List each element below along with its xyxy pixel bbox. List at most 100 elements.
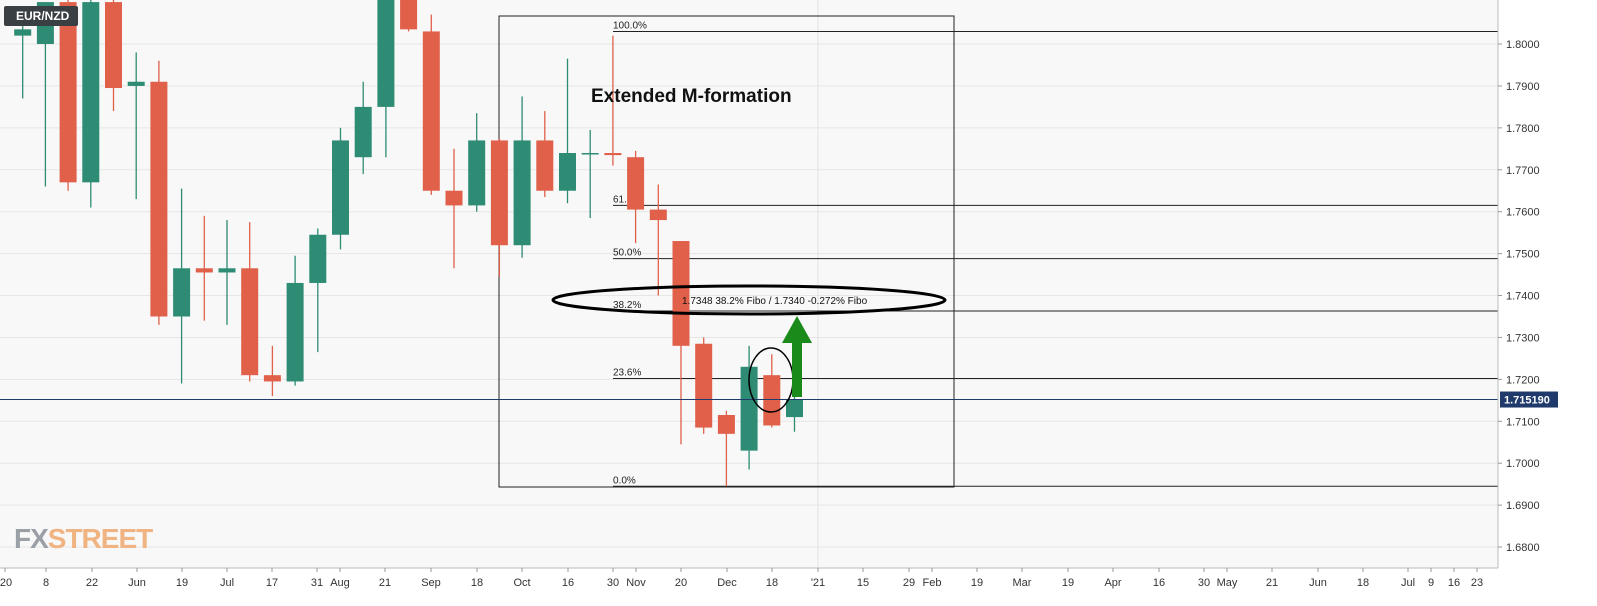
x-tick-label: Jul <box>1401 577 1415 589</box>
fxstreet-watermark: FXSTREET <box>14 523 153 554</box>
x-tick-label: 23 <box>1471 577 1483 589</box>
fibo-level-label: 38.2% <box>613 300 641 311</box>
candle-body <box>82 2 100 183</box>
candle-body <box>786 399 803 418</box>
candle-body <box>604 153 622 156</box>
candle-body <box>559 153 576 191</box>
fibo-level-label: 100.0% <box>613 20 647 31</box>
candle-body <box>354 106 372 158</box>
y-tick-label: 1.6900 <box>1506 500 1540 512</box>
candle-body <box>105 2 122 89</box>
candle-body <box>763 375 781 426</box>
x-tick-label: 19 <box>971 577 983 589</box>
x-tick-label: 22 <box>86 577 98 589</box>
x-tick-label: 15 <box>857 577 869 589</box>
candle-body <box>740 366 758 451</box>
candle-body <box>513 140 531 246</box>
symbol-tag-label: EUR/NZD <box>16 9 70 23</box>
candle-body <box>422 31 440 191</box>
candle-body <box>490 140 508 246</box>
fibo-level-label: 0.0% <box>613 475 636 486</box>
x-tick-label: 30 <box>607 577 619 589</box>
x-tick-label: 17 <box>266 577 278 589</box>
current-price-label: 1.715190 <box>1504 395 1550 407</box>
x-tick-label: Jun <box>1309 577 1327 589</box>
y-tick-label: 1.6800 <box>1506 542 1540 554</box>
x-tick-label: Jul <box>220 577 234 589</box>
symbol-tag-group: EUR/NZD <box>4 6 78 26</box>
x-tick-label: Apr <box>1104 577 1121 589</box>
candle-body <box>263 375 281 382</box>
x-tick-label: 9 <box>1428 577 1434 589</box>
x-tick-label: 21 <box>379 577 391 589</box>
x-tick-label: 18 <box>766 577 778 589</box>
y-tick-label: 1.7300 <box>1506 332 1540 344</box>
y-tick-label: 1.7700 <box>1506 165 1540 177</box>
y-tick-label: 1.7200 <box>1506 374 1540 386</box>
x-tick-label: 16 <box>1448 577 1460 589</box>
y-tick-label: 1.7600 <box>1506 207 1540 219</box>
candle-body <box>195 268 213 273</box>
time-axis-area <box>0 568 1498 606</box>
candle-body <box>286 282 304 382</box>
y-tick-label: 1.7100 <box>1506 416 1540 428</box>
fibo-ellipse <box>551 284 947 316</box>
x-tick-label: 18 <box>471 577 483 589</box>
y-tick-label: 1.7400 <box>1506 291 1540 303</box>
y-tick-label: 1.7900 <box>1506 81 1540 93</box>
x-tick-label: May <box>1217 577 1238 589</box>
extended-m-formation-title: Extended M-formation <box>591 86 792 107</box>
watermark-group: FXSTREET <box>14 523 154 554</box>
y-axis: 1.8000 1.7900 1.7800 1.7700 1.7600 1.7500 1.74… <box>1497 0 1540 568</box>
x-tick-label: Dec <box>717 577 737 589</box>
x-tick-label: Feb <box>923 577 942 589</box>
current-price-badge <box>1500 391 1558 408</box>
green-up-arrow <box>782 316 812 397</box>
x-tick-label: 16 <box>562 577 574 589</box>
candle-body <box>581 153 599 155</box>
x-tick-label: Mar <box>1013 577 1032 589</box>
y-tick-label: 1.8000 <box>1506 39 1540 51</box>
candle-body <box>468 140 486 206</box>
candle-body <box>14 29 32 36</box>
candle-body <box>627 157 645 210</box>
symbol-tag-bg <box>4 6 78 26</box>
x-tick-label: 18 <box>1357 577 1369 589</box>
annotations-group: Extended M-formation 1.7348 38.2% Fibo / … <box>551 86 947 413</box>
x-tick-label: Jun <box>128 577 146 589</box>
x-tick-label: 31 <box>311 577 323 589</box>
x-tick-label: Sep <box>421 577 441 589</box>
candle-body <box>241 268 259 376</box>
x-tick-label: Aug <box>330 577 350 589</box>
y-tick-label: 1.7800 <box>1506 123 1540 135</box>
fibo-note-text: 1.7348 38.2% Fibo / 1.7340 -0.272% Fibo <box>682 296 868 307</box>
candle-body <box>717 414 735 434</box>
candle-body <box>150 81 168 317</box>
y-tick-label: 1.7000 <box>1506 458 1540 470</box>
candle-body <box>59 2 77 183</box>
candle-body <box>218 268 236 273</box>
candle-body <box>127 81 145 86</box>
x-tick-label: 30 <box>1198 577 1210 589</box>
x-tick-label: 16 <box>1153 577 1165 589</box>
candle-body <box>536 140 554 191</box>
candle-body <box>309 234 327 283</box>
x-tick-label: '21 <box>811 577 825 589</box>
x-tick-label: Nov <box>626 577 646 589</box>
x-tick-label: 29 <box>903 577 915 589</box>
x-tick-label: Oct <box>513 577 530 589</box>
candle-body <box>695 343 713 428</box>
candle-body <box>445 190 463 206</box>
y-tick-label: 1.7500 <box>1506 249 1540 261</box>
x-tick-label: 19 <box>176 577 188 589</box>
x-tick-label: 21 <box>1266 577 1278 589</box>
x-tick-label: '20 <box>0 577 12 589</box>
x-axis: '20 8 22 Jun 19 Jul 17 31 Aug 21 Sep 18 Oct 16 30 Nov 20… <box>0 567 1498 589</box>
current-price-line-group: 1.715190 <box>0 391 1558 408</box>
candles-group <box>14 0 803 487</box>
fibo-level-label: 23.6% <box>613 368 641 379</box>
candle-body <box>332 140 349 235</box>
candle-body <box>173 268 191 317</box>
